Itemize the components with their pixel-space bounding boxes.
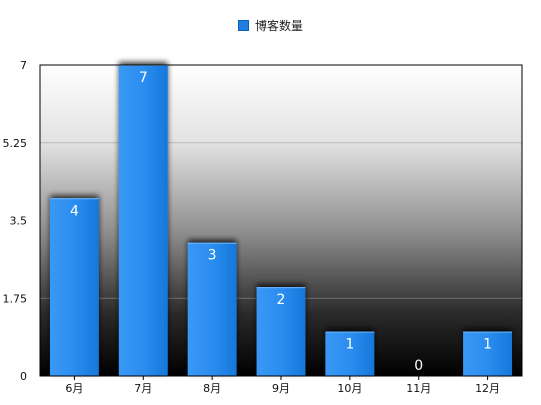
x-tick-label: 7月 [134, 382, 152, 395]
data-label: 1 [345, 337, 354, 353]
y-axis-labels: 0 1.75 3.5 5.25 7 [3, 59, 28, 383]
data-label: 3 [208, 248, 217, 264]
data-label: 7 [139, 70, 148, 86]
bar [49, 198, 99, 376]
x-tick-label: 8月 [203, 382, 221, 395]
x-tick-label: 10月 [337, 382, 362, 395]
legend: 博客数量 [0, 17, 541, 34]
data-label: 0 [414, 358, 423, 374]
data-label: 2 [277, 292, 286, 308]
y-tick-label: 7 [20, 59, 27, 72]
x-tick-label: 6月 [65, 382, 83, 395]
x-tick-label: 11月 [406, 382, 431, 395]
x-tick-label: 12月 [475, 382, 500, 395]
bar [118, 65, 168, 376]
bar [325, 331, 375, 376]
y-tick-label: 3.5 [10, 215, 28, 228]
legend-label: 博客数量 [254, 19, 303, 33]
bar [463, 331, 513, 376]
bar [256, 287, 306, 376]
legend-swatch [237, 20, 249, 31]
plot-border [39, 64, 523, 377]
bar [187, 242, 237, 376]
bars: 4 7 3 2 1 0 1 [49, 65, 513, 376]
x-tick-label: 9月 [272, 382, 290, 395]
y-tick-label: 1.75 [3, 292, 28, 305]
data-label: 1 [483, 337, 492, 353]
y-tick-label: 5.25 [3, 137, 28, 150]
y-tick-label: 0 [20, 370, 27, 383]
x-axis-labels: 6月 7月 8月 9月 10月 11月 12月 [65, 376, 500, 395]
data-label: 4 [70, 203, 79, 219]
